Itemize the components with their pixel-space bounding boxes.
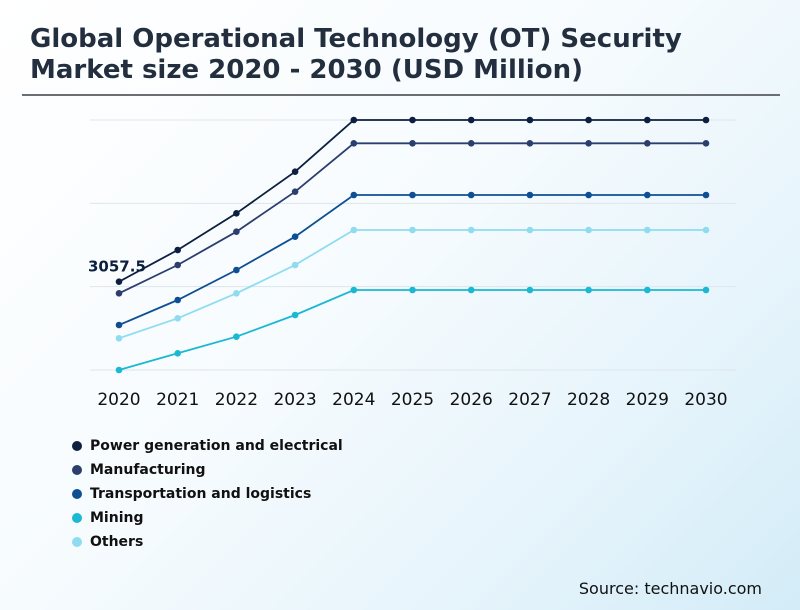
x-tick-label: 2027 bbox=[508, 390, 551, 410]
legend-item: Power generation and electrical bbox=[72, 434, 343, 458]
data-point bbox=[467, 191, 475, 199]
legend-item: Manufacturing bbox=[72, 458, 343, 482]
data-point bbox=[526, 286, 534, 294]
data-point bbox=[585, 191, 592, 199]
legend-marker bbox=[72, 465, 82, 475]
data-point bbox=[350, 116, 358, 124]
data-point bbox=[644, 116, 651, 124]
data-point bbox=[644, 191, 651, 199]
data-point bbox=[702, 286, 710, 294]
series-line-3 bbox=[118, 289, 706, 371]
legend-label: Manufacturing bbox=[90, 462, 206, 478]
legend-marker bbox=[72, 489, 82, 499]
data-point bbox=[585, 140, 592, 147]
chart-title: Global Operational Technology (OT) Secur… bbox=[30, 24, 682, 85]
data-point bbox=[115, 366, 123, 374]
data-label: 3057.5 bbox=[88, 258, 146, 276]
data-point bbox=[233, 266, 240, 274]
data-point bbox=[526, 226, 534, 234]
series-points bbox=[115, 116, 710, 374]
legend-label: Mining bbox=[90, 510, 144, 526]
data-point bbox=[350, 286, 358, 294]
x-tick-label: 2021 bbox=[156, 390, 199, 410]
data-point bbox=[350, 140, 358, 147]
data-point bbox=[702, 191, 710, 199]
x-tick-label: 2028 bbox=[567, 390, 610, 410]
data-point bbox=[526, 116, 534, 124]
data-point bbox=[233, 228, 240, 235]
data-point bbox=[467, 286, 475, 294]
data-point bbox=[467, 116, 475, 124]
data-point bbox=[291, 188, 299, 195]
annotations: 3057.5 bbox=[88, 258, 146, 276]
legend-marker bbox=[72, 513, 82, 523]
data-point bbox=[702, 116, 710, 124]
data-point bbox=[702, 140, 710, 147]
data-point bbox=[409, 140, 416, 147]
data-point bbox=[174, 350, 181, 357]
data-point bbox=[644, 226, 651, 234]
series-line-1 bbox=[118, 142, 706, 295]
legend-marker bbox=[72, 441, 82, 451]
data-point bbox=[291, 233, 299, 240]
legend-item: Others bbox=[72, 530, 343, 554]
source-credit: Source: technavio.com bbox=[578, 579, 762, 598]
legend-label: Power generation and electrical bbox=[90, 438, 343, 454]
legend-label: Others bbox=[90, 534, 144, 550]
data-point bbox=[291, 261, 299, 269]
legend-marker bbox=[72, 537, 82, 547]
data-point bbox=[350, 226, 358, 234]
data-point bbox=[409, 191, 416, 199]
data-point bbox=[115, 290, 123, 297]
data-point bbox=[702, 226, 710, 234]
x-tick-label: 2029 bbox=[626, 390, 669, 410]
data-point bbox=[409, 226, 416, 234]
x-tick-label: 2020 bbox=[97, 390, 140, 410]
data-point bbox=[174, 296, 181, 304]
x-tick-label: 2025 bbox=[391, 390, 434, 410]
data-point bbox=[174, 246, 181, 254]
series-lines bbox=[118, 119, 706, 371]
data-point bbox=[115, 278, 123, 285]
data-point bbox=[467, 140, 475, 147]
data-point bbox=[409, 286, 416, 294]
title-divider bbox=[22, 94, 780, 96]
x-tick-label: 2022 bbox=[215, 390, 258, 410]
data-point bbox=[526, 191, 534, 199]
x-axis-ticks: 2020 2021 2022 2023 2024 2025 2026 2027 2028 2029… bbox=[97, 390, 727, 410]
data-point bbox=[233, 210, 240, 217]
x-tick-label: 2030 bbox=[684, 390, 727, 410]
data-point bbox=[291, 168, 299, 175]
data-point bbox=[174, 315, 181, 322]
x-tick-label: 2026 bbox=[450, 390, 493, 410]
data-point bbox=[644, 286, 651, 294]
data-point bbox=[585, 116, 592, 124]
data-point bbox=[585, 226, 592, 234]
data-point bbox=[350, 191, 358, 199]
data-point bbox=[233, 333, 240, 340]
data-point bbox=[409, 116, 416, 124]
legend-label: Transportation and logistics bbox=[90, 486, 312, 502]
data-point bbox=[585, 286, 592, 294]
legend-item: Transportation and logistics bbox=[72, 482, 343, 506]
legend: Power generation and electrical Manufactu… bbox=[72, 434, 343, 554]
legend-item: Mining bbox=[72, 506, 343, 530]
data-point bbox=[115, 321, 123, 329]
data-point bbox=[115, 335, 123, 342]
data-point bbox=[467, 226, 475, 234]
x-tick-label: 2024 bbox=[332, 390, 375, 410]
data-point bbox=[174, 261, 181, 269]
data-point bbox=[291, 311, 299, 319]
data-point bbox=[644, 140, 651, 147]
data-point bbox=[233, 290, 240, 297]
data-point bbox=[526, 140, 534, 147]
x-tick-label: 2023 bbox=[273, 390, 316, 410]
